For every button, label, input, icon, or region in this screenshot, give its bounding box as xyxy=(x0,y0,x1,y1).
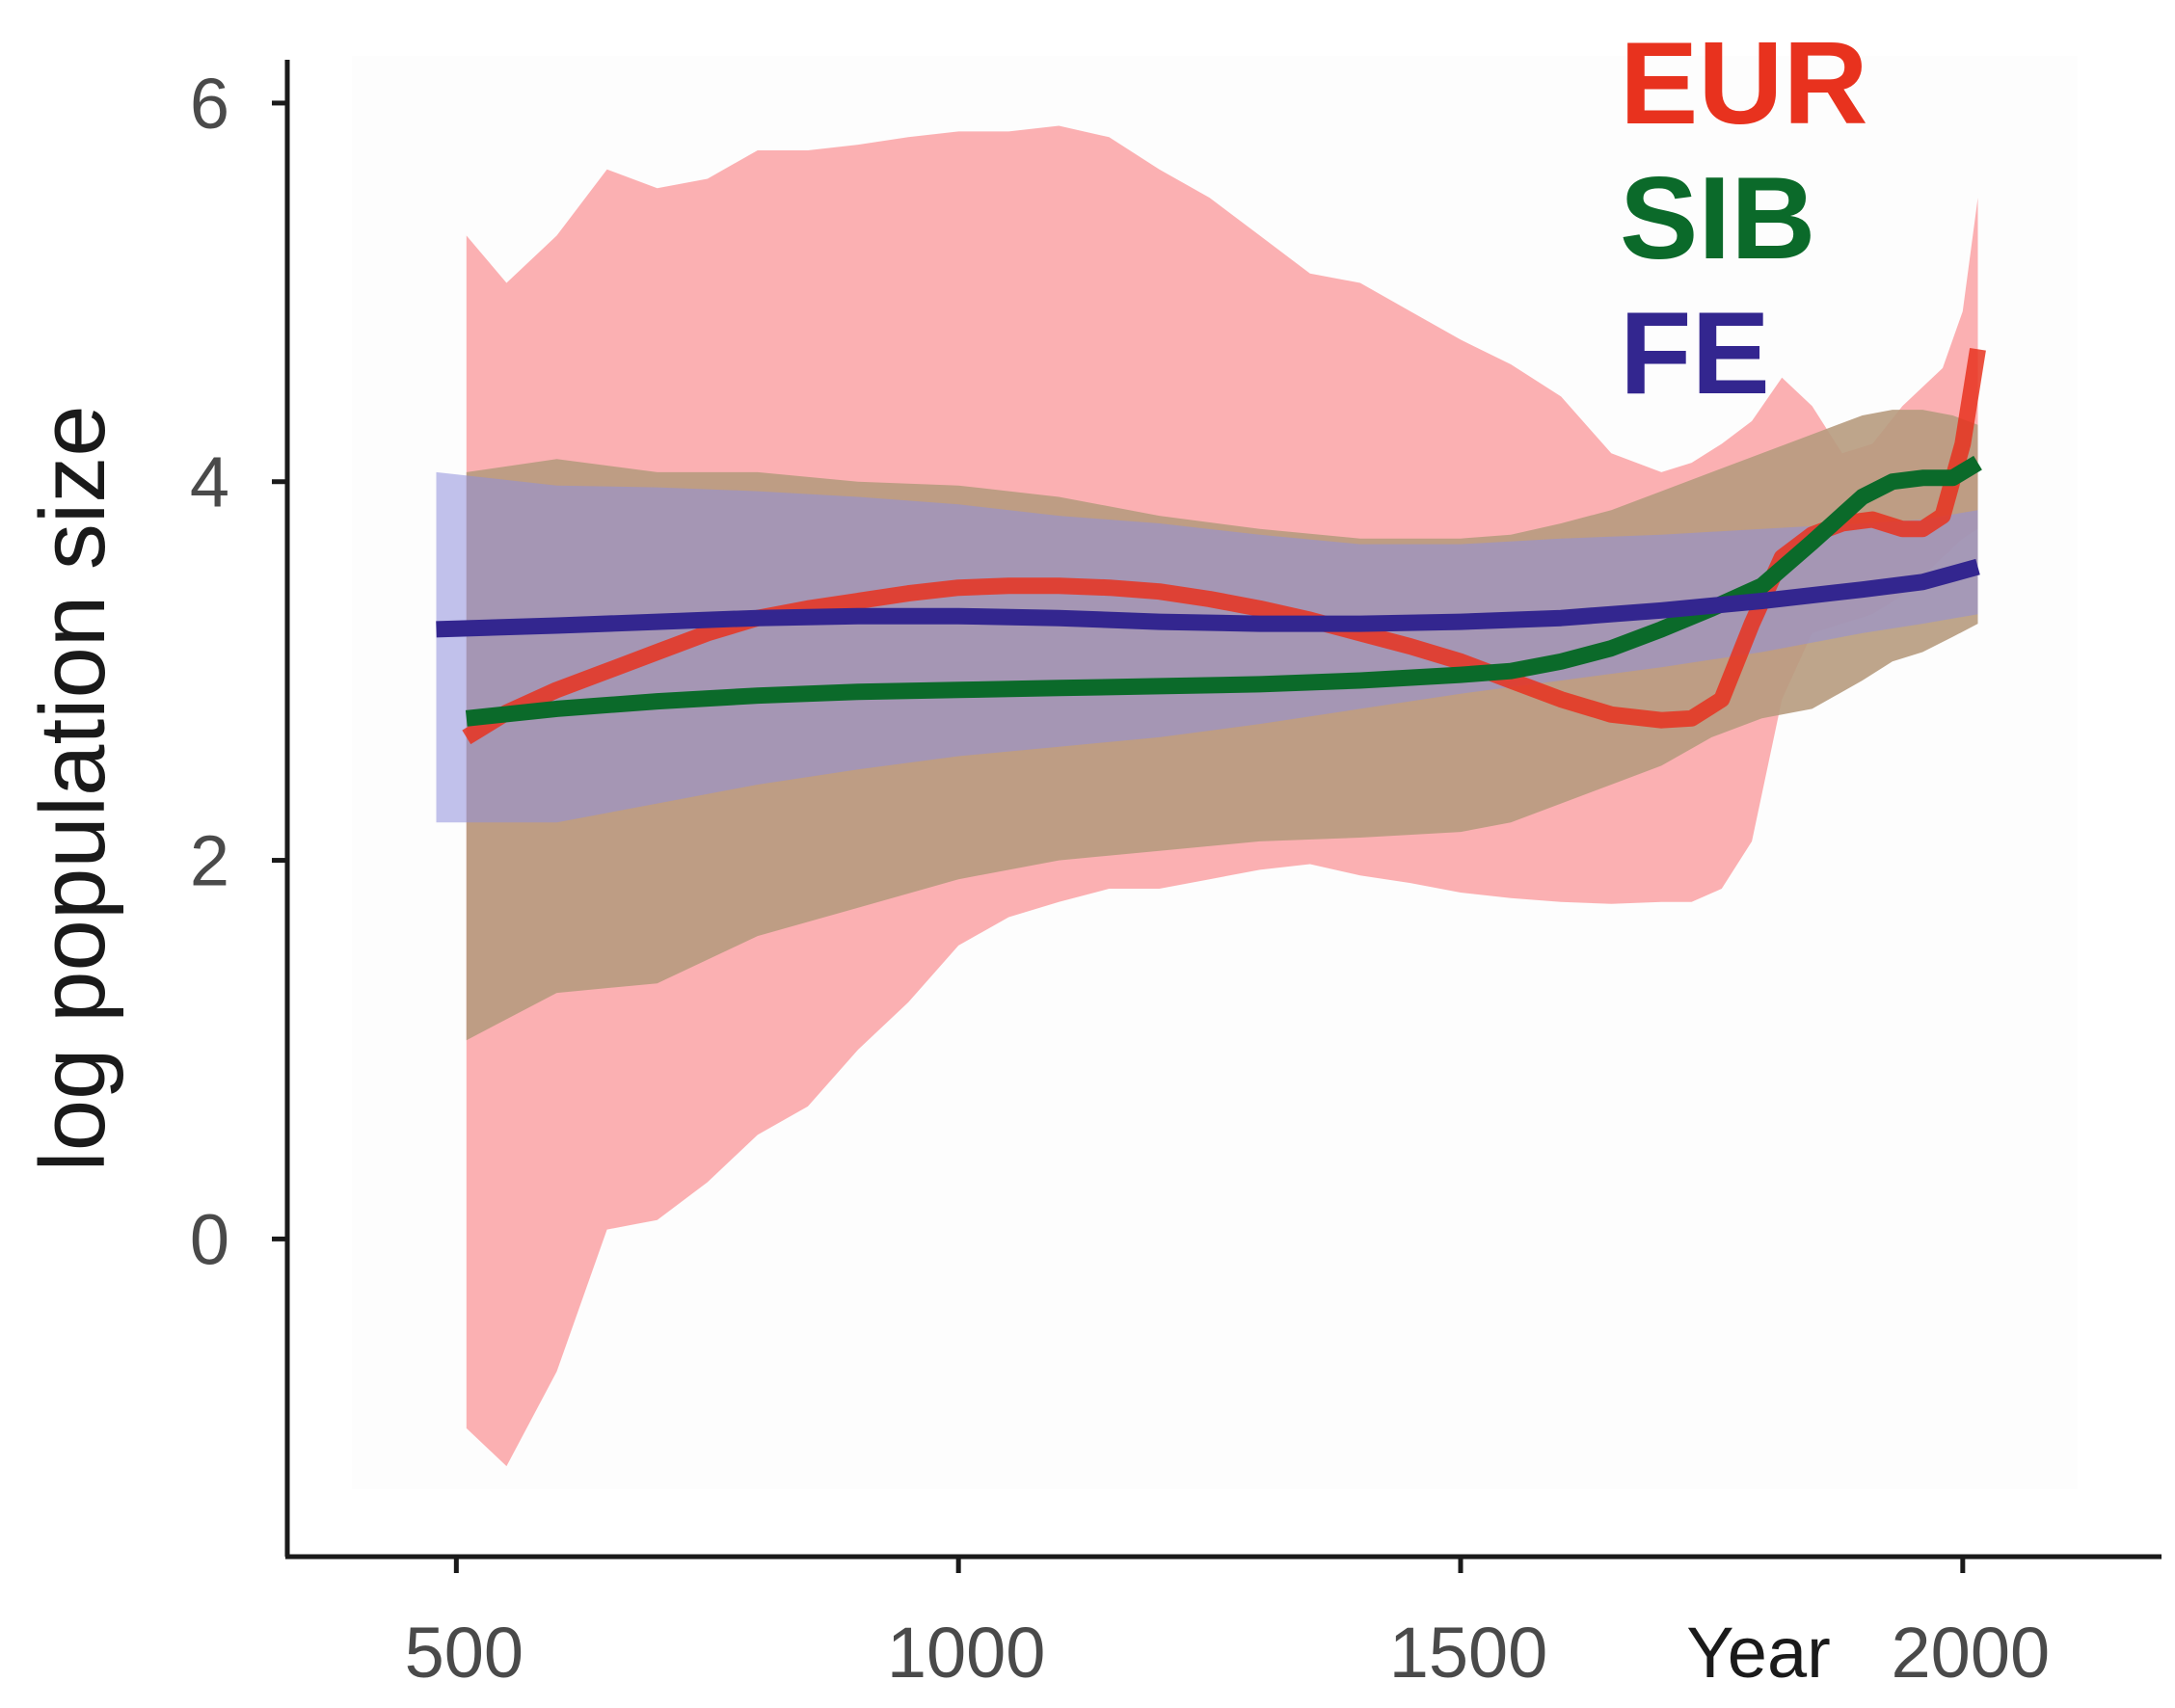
x-tick-label: 500 xyxy=(405,1613,524,1693)
y-axis-label: log population size xyxy=(21,405,124,1171)
y-tick-label: 6 xyxy=(190,64,229,144)
line-sib xyxy=(465,455,1982,727)
legend-item-fe: FE xyxy=(1620,287,1770,418)
x-tick-label: 2000 xyxy=(1892,1613,2051,1693)
x-tick-label: 1500 xyxy=(1389,1613,1548,1693)
legend-item-eur: EUR xyxy=(1620,17,1868,148)
line-fe xyxy=(436,558,1980,638)
x-tick-label: 1000 xyxy=(887,1613,1046,1693)
y-tick-label: 0 xyxy=(190,1199,229,1279)
y-axis-ticks: 0 2 4 6 xyxy=(190,64,287,1279)
series-lines xyxy=(436,347,1986,745)
y-tick-label: 4 xyxy=(190,442,229,522)
band-fe xyxy=(436,471,1978,823)
legend-item-sib: SIB xyxy=(1620,152,1815,283)
x-axis-ticks: 500 1000 1500 2000 xyxy=(405,1557,2051,1693)
x-axis-label: Year xyxy=(1686,1613,1831,1693)
y-tick-label: 2 xyxy=(190,821,229,901)
confidence-bands xyxy=(436,125,1978,1467)
